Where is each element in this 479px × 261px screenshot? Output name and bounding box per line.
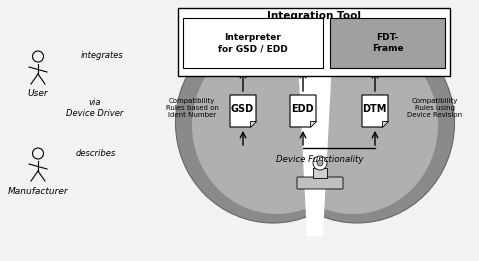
Circle shape bbox=[313, 156, 327, 170]
FancyBboxPatch shape bbox=[183, 18, 323, 68]
Ellipse shape bbox=[175, 23, 370, 223]
Text: DTM: DTM bbox=[362, 104, 386, 114]
FancyBboxPatch shape bbox=[297, 177, 343, 189]
Text: FDT-
Frame: FDT- Frame bbox=[372, 33, 403, 53]
Polygon shape bbox=[230, 95, 256, 127]
FancyBboxPatch shape bbox=[313, 168, 327, 178]
Text: Device Functionality: Device Functionality bbox=[276, 155, 364, 163]
Polygon shape bbox=[290, 95, 316, 127]
Text: GSD: GSD bbox=[230, 104, 253, 114]
Ellipse shape bbox=[260, 23, 455, 223]
Text: Compatibility
Rules based on
Ident Number: Compatibility Rules based on Ident Numbe… bbox=[166, 98, 218, 118]
Text: Manufacturer: Manufacturer bbox=[8, 187, 68, 195]
Circle shape bbox=[317, 160, 323, 166]
Text: Compatibility
Rules using
Device Revision: Compatibility Rules using Device Revisio… bbox=[408, 98, 463, 118]
FancyBboxPatch shape bbox=[178, 8, 450, 76]
Polygon shape bbox=[297, 41, 333, 236]
Ellipse shape bbox=[192, 36, 362, 214]
Polygon shape bbox=[362, 95, 388, 127]
Text: via
Device Driver: via Device Driver bbox=[66, 98, 124, 118]
FancyBboxPatch shape bbox=[330, 18, 445, 68]
Polygon shape bbox=[382, 121, 388, 127]
Text: Integration Tool: Integration Tool bbox=[267, 11, 361, 21]
Polygon shape bbox=[250, 121, 256, 127]
Text: Interpreter
for GSD / EDD: Interpreter for GSD / EDD bbox=[218, 33, 288, 53]
Polygon shape bbox=[310, 121, 316, 127]
Text: EDD: EDD bbox=[291, 104, 313, 114]
Text: User: User bbox=[28, 90, 48, 98]
Text: describes: describes bbox=[76, 149, 116, 157]
Text: integrates: integrates bbox=[80, 51, 124, 61]
Ellipse shape bbox=[268, 36, 438, 214]
